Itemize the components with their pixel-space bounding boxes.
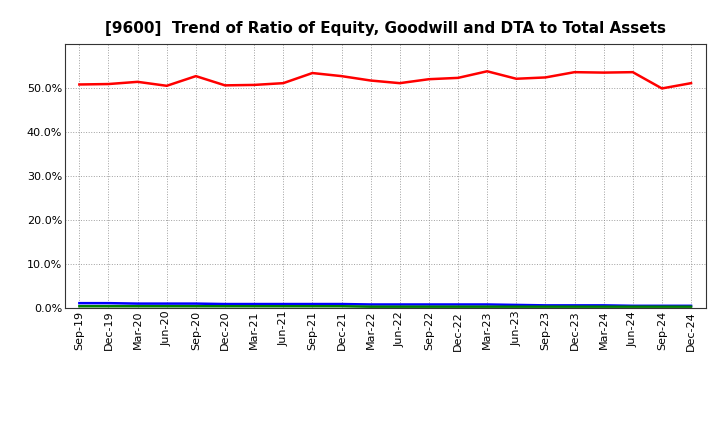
- Deferred Tax Assets: [163, 304, 171, 309]
- Goodwill: [279, 301, 287, 307]
- Goodwill: [192, 301, 200, 306]
- Deferred Tax Assets: [220, 304, 229, 309]
- Goodwill: [337, 301, 346, 307]
- Equity: [366, 78, 375, 83]
- Equity: [570, 70, 579, 75]
- Equity: [163, 83, 171, 88]
- Title: [9600]  Trend of Ratio of Equity, Goodwill and DTA to Total Assets: [9600] Trend of Ratio of Equity, Goodwil…: [104, 21, 666, 36]
- Deferred Tax Assets: [366, 304, 375, 309]
- Goodwill: [541, 303, 550, 308]
- Deferred Tax Assets: [337, 304, 346, 309]
- Equity: [192, 73, 200, 79]
- Equity: [599, 70, 608, 75]
- Goodwill: [657, 303, 666, 308]
- Deferred Tax Assets: [570, 304, 579, 309]
- Deferred Tax Assets: [512, 304, 521, 309]
- Equity: [133, 79, 142, 84]
- Goodwill: [483, 302, 492, 307]
- Goodwill: [75, 301, 84, 306]
- Deferred Tax Assets: [425, 304, 433, 309]
- Line: Equity: Equity: [79, 71, 691, 88]
- Goodwill: [250, 301, 258, 307]
- Line: Goodwill: Goodwill: [79, 303, 691, 306]
- Deferred Tax Assets: [192, 304, 200, 309]
- Equity: [454, 75, 462, 81]
- Deferred Tax Assets: [454, 304, 462, 309]
- Equity: [629, 70, 637, 75]
- Deferred Tax Assets: [75, 304, 84, 309]
- Deferred Tax Assets: [483, 304, 492, 309]
- Equity: [308, 70, 317, 76]
- Equity: [687, 81, 696, 86]
- Deferred Tax Assets: [395, 304, 404, 309]
- Equity: [75, 82, 84, 87]
- Equity: [279, 81, 287, 86]
- Line: Deferred Tax Assets: Deferred Tax Assets: [79, 306, 691, 307]
- Deferred Tax Assets: [104, 304, 113, 309]
- Deferred Tax Assets: [599, 304, 608, 309]
- Goodwill: [308, 301, 317, 307]
- Equity: [512, 76, 521, 81]
- Goodwill: [599, 303, 608, 308]
- Equity: [250, 82, 258, 88]
- Deferred Tax Assets: [541, 304, 550, 309]
- Equity: [483, 69, 492, 74]
- Deferred Tax Assets: [687, 304, 696, 309]
- Deferred Tax Assets: [133, 304, 142, 309]
- Equity: [541, 75, 550, 80]
- Deferred Tax Assets: [250, 304, 258, 309]
- Goodwill: [512, 302, 521, 308]
- Goodwill: [104, 301, 113, 306]
- Equity: [657, 86, 666, 91]
- Deferred Tax Assets: [308, 304, 317, 309]
- Deferred Tax Assets: [279, 304, 287, 309]
- Goodwill: [220, 301, 229, 307]
- Goodwill: [454, 302, 462, 307]
- Deferred Tax Assets: [629, 304, 637, 309]
- Goodwill: [133, 301, 142, 306]
- Deferred Tax Assets: [657, 304, 666, 309]
- Equity: [220, 83, 229, 88]
- Equity: [395, 81, 404, 86]
- Equity: [104, 81, 113, 87]
- Goodwill: [163, 301, 171, 306]
- Goodwill: [425, 302, 433, 307]
- Equity: [425, 77, 433, 82]
- Equity: [337, 73, 346, 79]
- Goodwill: [687, 303, 696, 308]
- Goodwill: [570, 303, 579, 308]
- Goodwill: [366, 302, 375, 307]
- Goodwill: [629, 303, 637, 308]
- Goodwill: [395, 302, 404, 307]
